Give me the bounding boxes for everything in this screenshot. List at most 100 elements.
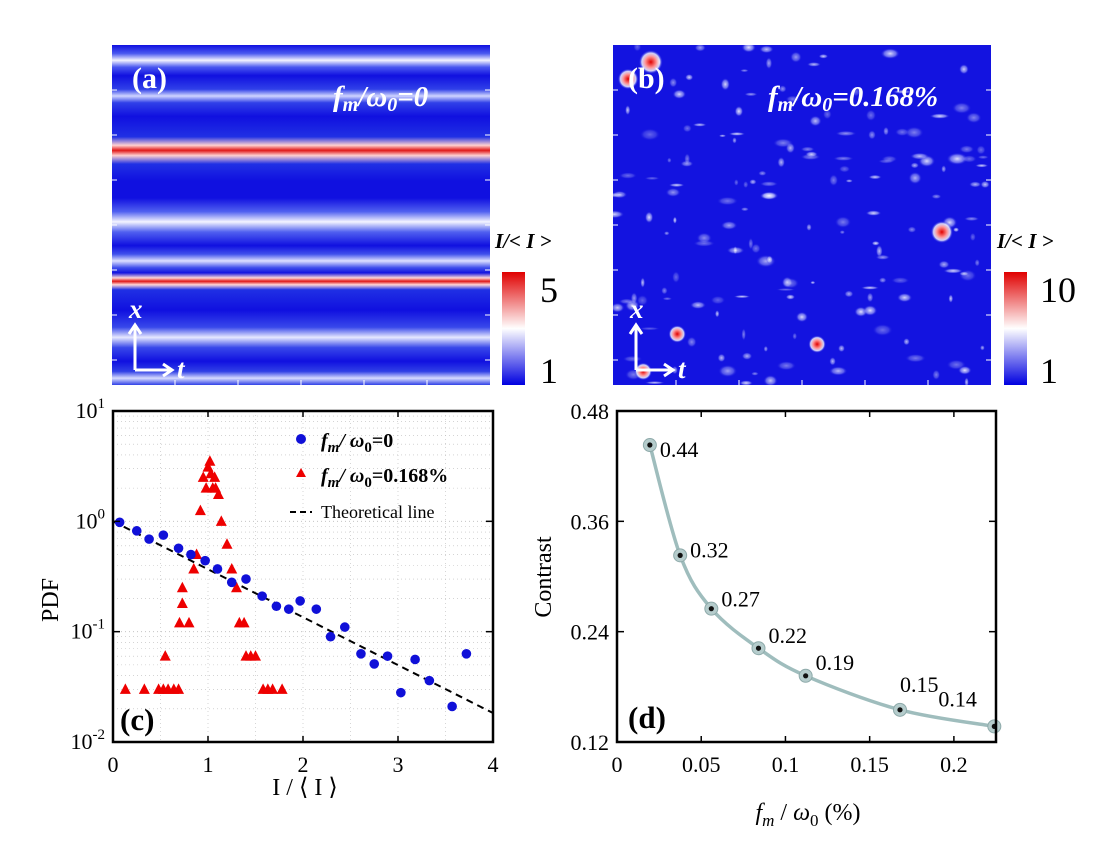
x-tick-label: 0.15	[850, 752, 889, 777]
blue-circle-point	[325, 631, 336, 642]
red-triangle-point	[159, 650, 171, 661]
panel-c-legend: fm/ ω0=0 fm/ ω0=0.168% Theoretical line	[290, 430, 448, 522]
red-triangle-point	[250, 650, 261, 661]
speckle-hot-spot	[638, 50, 663, 74]
speckle-grain	[835, 130, 857, 137]
x-tick-label: 3	[393, 752, 404, 777]
blue-circle-point	[241, 574, 251, 584]
contrast-point-label: 0.22	[768, 623, 807, 648]
blue-circle-point	[186, 549, 196, 560]
speckle-grain	[795, 311, 809, 323]
red-triangle-point	[176, 581, 188, 593]
panel-b-speckle	[613, 45, 990, 385]
speckle-grain	[760, 191, 779, 200]
legend-blue-f: f	[321, 430, 330, 452]
speckle-grain	[952, 227, 960, 233]
x-tick-label: 4	[488, 752, 499, 777]
panel-a-heatmap	[112, 45, 490, 385]
speckle-grain	[938, 260, 950, 269]
speckle-grain	[976, 145, 986, 155]
blue-circle-point	[424, 675, 435, 686]
legend-marker-red	[296, 468, 306, 477]
panel-d-markers: 0.44 0.32 0.27 0.22 0.19 0.150.14	[642, 437, 1002, 734]
contrast-point	[708, 606, 714, 612]
speckle-grain	[963, 216, 980, 222]
speckle-grain	[733, 295, 751, 299]
y-tick-label: 100	[76, 506, 106, 533]
x-tick-label: 2	[298, 752, 309, 777]
blue-circle-point	[271, 601, 282, 612]
speckle-grain	[613, 192, 626, 198]
panel-a-label: (a)	[132, 62, 167, 95]
contrast-point-label: 0.32	[690, 537, 729, 562]
legend-red-omega: / ω	[337, 465, 364, 487]
speckle-grain	[726, 246, 745, 255]
panel-b-colorbar	[1004, 272, 1027, 385]
speckle-grain	[640, 277, 646, 288]
legend-blue-value: =0	[372, 430, 393, 452]
speckle-grain	[778, 85, 787, 93]
panel-b-axes-arrows	[628, 322, 676, 378]
y-tick-label: 101	[76, 396, 106, 423]
speckle-grain	[806, 62, 822, 67]
speckle-grain	[866, 292, 874, 303]
legend-red-m: m	[328, 475, 340, 491]
speckle-grain	[943, 268, 964, 274]
contrast-point	[677, 552, 683, 558]
x-tick-label: 0	[108, 752, 119, 777]
speckle-grain	[872, 323, 893, 337]
speckle-grain	[763, 345, 769, 353]
speckle-grain	[717, 353, 726, 363]
speckle-grain	[718, 364, 738, 378]
red-triangle-point	[209, 471, 221, 482]
panel-c-ticks: 0 1 2 3 4 101 100 10-1 10-2	[71, 396, 499, 777]
panel-b-ticks	[613, 89, 991, 385]
red-triangle-point	[176, 597, 188, 609]
speckle-grain	[958, 269, 977, 282]
x-tick-label: 0.2	[940, 752, 968, 777]
speckle-grain	[684, 153, 691, 165]
speckle-grain	[844, 290, 854, 298]
speckle-grain	[741, 45, 756, 53]
speckle-grain	[805, 151, 818, 158]
contrast-point-label: 0.44	[660, 437, 699, 462]
panel-b-axis-x-label: x	[629, 294, 644, 324]
speckle-grain	[785, 294, 796, 300]
speckle-grain	[766, 255, 773, 264]
panel-a: (a) fm/ω0=0 x t I/< I > 5 1	[112, 45, 558, 391]
speckle-grain	[636, 294, 649, 306]
blue-circle-point	[295, 596, 305, 606]
red-triangle-point	[194, 504, 206, 516]
blue-circle-point	[447, 701, 457, 712]
panel-a-colorbar	[502, 272, 525, 385]
contrast-point-label: 0.15	[900, 672, 939, 697]
speckle-grain	[672, 271, 680, 284]
blue-circle-point	[410, 654, 420, 665]
blue-circle-point	[356, 649, 366, 659]
speckle-grain	[946, 152, 968, 165]
y-tick-label: 0.12	[571, 730, 610, 755]
speckle-grain	[951, 102, 972, 114]
speckle-grain	[644, 176, 660, 181]
speckle-grain	[751, 243, 761, 254]
red-triangle-point	[138, 683, 150, 694]
red-triangle-point	[204, 455, 216, 466]
panel-b: (b) fm/ω0=0.168% x t I/< I > 10 1	[613, 45, 1076, 391]
speckle-grain	[782, 277, 800, 289]
panel-a-axis-x-label: x	[128, 294, 143, 324]
speckle-grain	[693, 240, 715, 247]
y-tick-label: 10-1	[71, 617, 106, 644]
speckle-grain	[892, 89, 913, 94]
speckle-grain	[908, 171, 922, 185]
speckle-grain	[668, 183, 685, 188]
x-tick-label: 0	[612, 752, 623, 777]
speckle-grain	[837, 344, 846, 353]
blue-circle-point	[461, 649, 472, 659]
legend-entry-blue: fm/ ω0=0	[321, 430, 393, 456]
y-tick-label: 0.36	[571, 509, 610, 534]
speckle-grain	[969, 232, 976, 242]
speckle-grain	[829, 174, 839, 187]
speckle-grain	[961, 155, 977, 163]
speckle-grain	[734, 105, 744, 117]
